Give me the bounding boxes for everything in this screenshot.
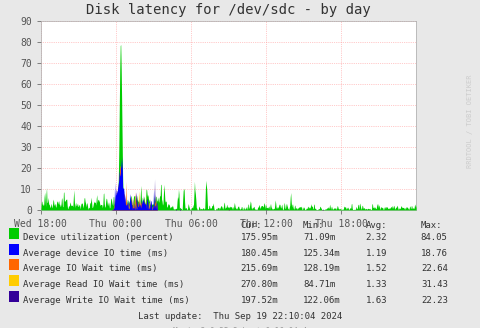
Text: 180.45m: 180.45m [240,249,277,257]
Text: 215.69m: 215.69m [240,264,277,273]
Text: 1.19: 1.19 [365,249,386,257]
Text: 1.52: 1.52 [365,264,386,273]
Text: 197.52m: 197.52m [240,296,277,305]
Text: Min:: Min: [302,221,324,230]
Text: 270.80m: 270.80m [240,280,277,289]
Text: Avg:: Avg: [365,221,386,230]
Text: Cur:: Cur: [240,221,262,230]
Text: Average Read IO Wait time (ms): Average Read IO Wait time (ms) [23,280,184,289]
Text: 2.32: 2.32 [365,233,386,242]
Text: Device utilization (percent): Device utilization (percent) [23,233,173,242]
Text: 84.71m: 84.71m [302,280,335,289]
Text: 1.33: 1.33 [365,280,386,289]
Text: 22.23: 22.23 [420,296,447,305]
Text: Max:: Max: [420,221,442,230]
Text: 175.95m: 175.95m [240,233,277,242]
Text: Munin 2.0.25-2ubuntu0.16.04.4: Munin 2.0.25-2ubuntu0.16.04.4 [173,327,307,328]
Text: 122.06m: 122.06m [302,296,340,305]
Text: 22.64: 22.64 [420,264,447,273]
Text: Average Write IO Wait time (ms): Average Write IO Wait time (ms) [23,296,189,305]
Text: 125.34m: 125.34m [302,249,340,257]
Text: Last update:  Thu Sep 19 22:10:04 2024: Last update: Thu Sep 19 22:10:04 2024 [138,312,342,320]
Text: 71.09m: 71.09m [302,233,335,242]
Text: 1.63: 1.63 [365,296,386,305]
Text: RRDTOOL / TOBI OETIKER: RRDTOOL / TOBI OETIKER [466,74,472,168]
Text: 31.43: 31.43 [420,280,447,289]
Title: Disk latency for /dev/sdc - by day: Disk latency for /dev/sdc - by day [86,3,370,17]
Text: Average IO Wait time (ms): Average IO Wait time (ms) [23,264,157,273]
Text: 84.05: 84.05 [420,233,447,242]
Text: 18.76: 18.76 [420,249,447,257]
Text: 128.19m: 128.19m [302,264,340,273]
Text: Average device IO time (ms): Average device IO time (ms) [23,249,168,257]
